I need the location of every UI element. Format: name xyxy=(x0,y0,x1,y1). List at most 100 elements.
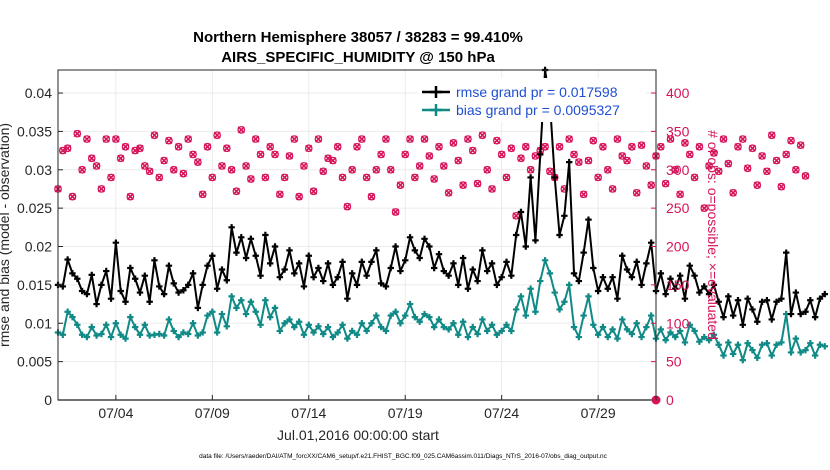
obs-evaluated-point xyxy=(88,154,96,162)
rmse-point xyxy=(257,272,264,279)
rmse-point xyxy=(117,287,124,295)
obs-evaluated-point xyxy=(295,193,303,201)
bias-point xyxy=(619,316,626,323)
obs-possible-point xyxy=(382,135,390,143)
rmse-point xyxy=(681,295,689,302)
rmse-point xyxy=(575,277,583,285)
obs-possible-point xyxy=(449,139,458,147)
bias-point xyxy=(257,321,264,328)
bias-point xyxy=(416,318,423,325)
obs-evaluated-point xyxy=(469,147,477,155)
obs-possible-point xyxy=(777,182,786,191)
obs-possible-point xyxy=(343,202,352,211)
rmse-point xyxy=(474,277,481,285)
obs-possible-point xyxy=(261,173,270,182)
obs-evaluated-point xyxy=(435,143,443,151)
obs-evaluated-point xyxy=(522,143,530,151)
obs-possible-point xyxy=(271,150,279,159)
bias-point xyxy=(570,323,578,331)
obs-possible-point xyxy=(526,165,535,174)
rmse-point xyxy=(204,262,211,269)
obs-possible-point xyxy=(594,173,602,182)
bias-point xyxy=(508,327,515,335)
x-tick-label: 07/04 xyxy=(98,405,133,421)
obs-possible-point xyxy=(116,154,125,163)
rmse-point xyxy=(590,264,597,272)
bias-point xyxy=(474,330,481,338)
obs-evaluated-point xyxy=(420,135,429,143)
rmse-point xyxy=(146,298,153,305)
rmse-point xyxy=(720,313,727,321)
rmse-point xyxy=(599,274,607,281)
rmse-point xyxy=(209,252,216,259)
obs-possible-point xyxy=(73,129,82,138)
rmse-point xyxy=(628,274,636,281)
obs-evaluated-point xyxy=(348,166,356,174)
y-right-tick-label: 300 xyxy=(666,162,690,178)
obs-possible-point xyxy=(574,158,583,166)
bias-point xyxy=(228,293,235,300)
obs-evaluated-point xyxy=(290,135,298,143)
rmse-point xyxy=(435,250,443,258)
rmse-point xyxy=(156,283,163,290)
obs-evaluated-point xyxy=(310,187,318,195)
obs-evaluated-point xyxy=(194,158,202,166)
obs-possible-point xyxy=(333,142,342,151)
obs-possible-point xyxy=(425,152,434,160)
bias-point xyxy=(315,323,322,330)
rmse-point xyxy=(411,247,419,254)
rmse-point xyxy=(363,272,370,279)
obs-possible-point xyxy=(208,173,217,182)
rmse-point xyxy=(802,308,809,315)
obs-possible-point xyxy=(763,167,771,176)
bias-point xyxy=(821,343,828,350)
bias-point xyxy=(537,277,544,285)
bias-point xyxy=(778,339,785,346)
obs-evaluated-point xyxy=(777,183,785,191)
obs-evaluated-point xyxy=(281,173,289,182)
obs-evaluated-point xyxy=(647,181,655,189)
obs-evaluated-point xyxy=(584,156,593,165)
obs-possible-point xyxy=(473,179,482,188)
rmse-point xyxy=(64,256,71,263)
bias-point xyxy=(426,313,433,321)
rmse-point xyxy=(778,295,785,302)
bias-point xyxy=(189,320,197,327)
x-tick-label: 07/14 xyxy=(291,405,326,421)
rmse-point xyxy=(647,239,655,246)
obs-possible-point xyxy=(719,135,728,143)
bias-point xyxy=(614,335,621,342)
obs-possible-point xyxy=(179,169,188,178)
obs-evaluated-point xyxy=(464,135,472,143)
rmse-point xyxy=(508,272,515,279)
bias-point xyxy=(729,350,737,358)
y-right-tick-label: 350 xyxy=(666,123,690,139)
obs-evaluated-point xyxy=(97,185,105,193)
obs-possible-point xyxy=(386,165,395,174)
bias-point xyxy=(561,298,568,305)
rmse-point xyxy=(315,264,322,272)
obs-possible-point xyxy=(140,162,149,170)
obs-possible-point xyxy=(357,135,366,143)
bias-point xyxy=(180,329,187,336)
legend-bias-label: bias grand pr = 0.0095327 xyxy=(456,102,620,118)
bias-point xyxy=(199,329,206,336)
bias-point xyxy=(512,306,520,313)
obs-evaluated-point xyxy=(753,181,761,189)
rmse-point xyxy=(705,290,713,298)
bias-point xyxy=(686,321,693,328)
obs-evaluated-point xyxy=(213,131,221,139)
bias-point xyxy=(131,323,139,331)
obs-evaluated-point xyxy=(363,173,371,182)
rmse-point xyxy=(450,260,457,267)
rmse-point xyxy=(493,281,501,289)
rmse-point xyxy=(69,270,76,277)
obs-evaluated-point xyxy=(150,131,159,139)
obs-evaluated-point xyxy=(121,143,130,151)
obs-evaluated-point xyxy=(691,173,699,182)
rmse-point xyxy=(609,274,616,281)
x-axis-label: Jul.01,2016 00:00:00 start xyxy=(277,427,439,443)
obs-possible-point xyxy=(242,162,250,170)
bias-point xyxy=(484,327,491,335)
bias-point xyxy=(575,333,583,341)
